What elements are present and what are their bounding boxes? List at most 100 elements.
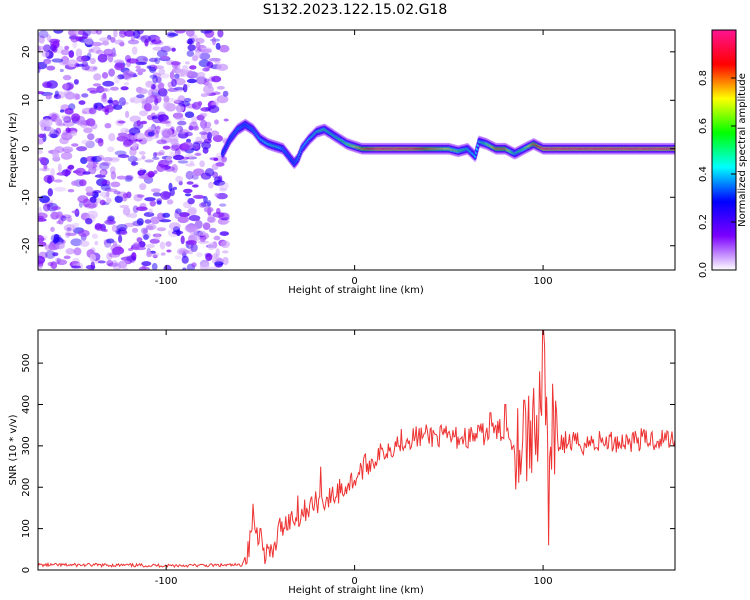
heatmap-cell bbox=[148, 126, 155, 131]
heatmap-cell bbox=[155, 125, 161, 134]
heatmap-cell bbox=[211, 163, 219, 171]
heatmap-cell bbox=[49, 133, 58, 139]
heatmap-cell bbox=[63, 148, 72, 153]
heatmap-cell bbox=[174, 98, 183, 104]
heatmap-cell bbox=[39, 195, 50, 203]
heatmap-cell bbox=[219, 203, 227, 207]
snr-y-axis: 0 100 200 300 400 500 bbox=[21, 354, 675, 573]
heatmap-cell bbox=[63, 116, 72, 123]
heatmap-cell bbox=[201, 141, 212, 150]
heatmap-cell bbox=[193, 125, 199, 131]
heatmap-cell bbox=[172, 186, 177, 190]
heatmap-cell bbox=[119, 204, 129, 209]
heatmap-cell bbox=[141, 227, 148, 234]
heatmap-cell bbox=[210, 130, 220, 137]
snr-y-label: SNR (10 * v/v) bbox=[8, 414, 19, 485]
heatmap-cell bbox=[153, 170, 158, 175]
heatmap-cell bbox=[203, 195, 208, 204]
heatmap-cell bbox=[63, 224, 76, 232]
heatmap-cell bbox=[186, 181, 194, 185]
heatmap-cell bbox=[127, 155, 138, 163]
heatmap-cell bbox=[65, 127, 71, 133]
heatmap-cell bbox=[152, 254, 158, 259]
heatmap-cell bbox=[171, 78, 177, 88]
heatmap-cell bbox=[204, 168, 215, 177]
heatmap-cell bbox=[169, 71, 175, 80]
heatmap-cell bbox=[116, 175, 127, 180]
heatmap-cell bbox=[158, 82, 165, 91]
heatmap-cell bbox=[192, 194, 205, 199]
heatmap-cell bbox=[141, 155, 146, 160]
heatmap-cell bbox=[185, 30, 195, 37]
heatmap-cell bbox=[124, 175, 133, 182]
heatmap-cell bbox=[47, 175, 52, 184]
spectrogram-x-axis: -100 0 100 bbox=[155, 30, 553, 287]
heatmap-cell bbox=[125, 255, 131, 263]
heatmap-cell bbox=[212, 36, 216, 46]
heatmap-cell bbox=[113, 59, 125, 64]
heatmap-cell bbox=[93, 66, 98, 70]
heatmap-cell bbox=[107, 146, 115, 153]
heatmap-cell bbox=[89, 30, 99, 35]
heatmap-cell bbox=[89, 90, 98, 94]
heatmap-cell bbox=[208, 57, 221, 62]
heatmap-cell bbox=[107, 99, 113, 104]
heatmap-cell bbox=[139, 151, 146, 155]
heatmap-cell bbox=[104, 48, 115, 54]
heatmap-cell bbox=[214, 60, 221, 65]
heatmap-cell bbox=[124, 55, 132, 62]
heatmap-cell bbox=[183, 188, 193, 194]
heatmap-cell bbox=[59, 137, 69, 145]
heatmap-cell bbox=[54, 186, 67, 192]
heatmap-cell bbox=[116, 135, 128, 142]
heatmap-cell bbox=[106, 238, 115, 244]
heatmap-cell bbox=[56, 211, 63, 218]
heatmap-cell bbox=[216, 63, 229, 71]
colorbar: 0.0 0.2 0.4 0.6 0.8 Normalized spectral ampl… bbox=[698, 29, 748, 278]
heatmap-cell bbox=[198, 230, 206, 236]
heatmap-cell bbox=[136, 88, 148, 95]
colorbar-tick-label: 0.4 bbox=[698, 166, 709, 182]
heatmap-cell bbox=[107, 53, 114, 63]
heatmap-cell bbox=[154, 233, 161, 241]
heatmap-cell bbox=[208, 181, 214, 189]
heatmap-cell bbox=[192, 142, 201, 152]
heatmap-cell bbox=[60, 109, 65, 113]
heatmap-cell bbox=[110, 52, 117, 58]
heatmap-cell bbox=[104, 108, 109, 116]
heatmap-cell bbox=[38, 45, 47, 51]
heatmap-cell bbox=[54, 90, 59, 98]
spectrogram-y-tick-label: 0 bbox=[21, 146, 32, 152]
heatmap-cell bbox=[219, 231, 229, 237]
heatmap-cell bbox=[166, 249, 172, 253]
heatmap-cell bbox=[192, 168, 205, 176]
heatmap-cell bbox=[219, 187, 227, 192]
heatmap-cell bbox=[152, 192, 162, 197]
heatmap-cell bbox=[117, 154, 130, 159]
heatmap-cell bbox=[70, 238, 83, 247]
heatmap-cell bbox=[158, 68, 166, 75]
heatmap-cell bbox=[135, 61, 147, 66]
heatmap-cell bbox=[221, 217, 230, 221]
heatmap-cell bbox=[67, 189, 75, 193]
heatmap-cell bbox=[197, 240, 210, 244]
heatmap-cell bbox=[132, 30, 141, 39]
heatmap-cell bbox=[214, 119, 219, 125]
heatmap-cell bbox=[111, 224, 118, 233]
spectrogram-y-tick-label: -10 bbox=[21, 189, 32, 205]
heatmap-cell bbox=[50, 226, 55, 233]
heatmap-cell bbox=[65, 83, 70, 90]
heatmap-cell bbox=[87, 133, 95, 141]
heatmap-cell bbox=[144, 102, 152, 112]
heatmap-cell bbox=[113, 190, 121, 195]
heatmap-cell bbox=[146, 251, 152, 258]
heatmap-cell bbox=[152, 233, 162, 238]
heatmap-cell bbox=[196, 114, 205, 121]
heatmap-cell bbox=[166, 199, 174, 205]
heatmap-cell bbox=[76, 146, 88, 152]
heatmap-cell bbox=[122, 70, 134, 79]
heatmap-cell bbox=[56, 259, 68, 266]
heatmap-cell bbox=[202, 67, 210, 72]
heatmap-cell bbox=[216, 95, 229, 104]
heatmap-cell bbox=[160, 55, 170, 60]
